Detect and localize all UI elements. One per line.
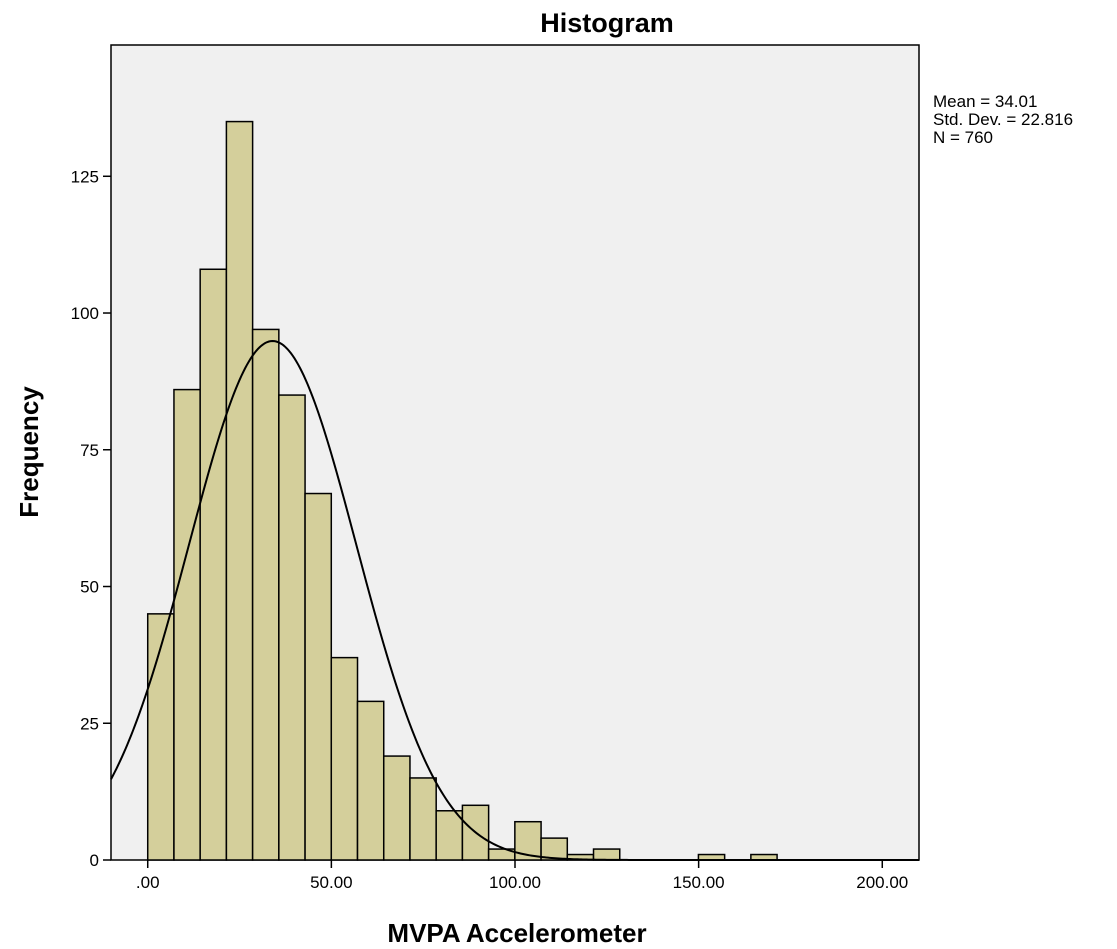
x-tick-label: 100.00 (489, 873, 541, 892)
y-axis: 0 25 50 75 100 125 (71, 167, 111, 870)
histogram-bar (409, 777, 437, 861)
histogram-bar (225, 120, 254, 861)
y-tick-label: 50 (80, 578, 99, 597)
histogram-bar (461, 804, 490, 861)
stats-line: Std. Dev. = 22.816 (933, 110, 1073, 129)
y-tick-label: 0 (90, 851, 99, 870)
histogram-bar (435, 810, 464, 861)
x-axis-label: MVPA Accelerometer (387, 918, 646, 948)
histogram-bar (592, 848, 621, 861)
stats-line: Mean = 34.01 (933, 92, 1037, 111)
x-tick-label: 200.00 (856, 873, 908, 892)
y-tick-label: 25 (80, 714, 99, 733)
histogram-bar (382, 755, 411, 861)
x-tick-label: 50.00 (310, 873, 353, 892)
x-tick-label: .00 (136, 873, 160, 892)
histogram-bar (540, 837, 569, 861)
histogram-bar (251, 328, 280, 861)
y-tick-label: 125 (71, 167, 99, 186)
histogram-bar (146, 613, 175, 861)
histogram-bar (356, 700, 385, 861)
chart-title: Histogram (540, 8, 674, 38)
x-tick-label: 150.00 (673, 873, 725, 892)
histogram-bar (199, 268, 228, 861)
histogram-bar (304, 492, 333, 861)
x-axis: .00 50.00 100.00 150.00 200.00 (136, 860, 908, 892)
y-tick-label: 100 (71, 304, 99, 323)
histogram-bar (278, 394, 306, 861)
y-axis-label: Frequency (14, 386, 44, 518)
stats-line: N = 760 (933, 128, 993, 147)
bars-group (146, 120, 778, 861)
histogram-bar (173, 388, 201, 861)
normal-curve (110, 340, 919, 861)
y-tick-label: 75 (80, 441, 99, 460)
histogram-bar (330, 656, 359, 861)
